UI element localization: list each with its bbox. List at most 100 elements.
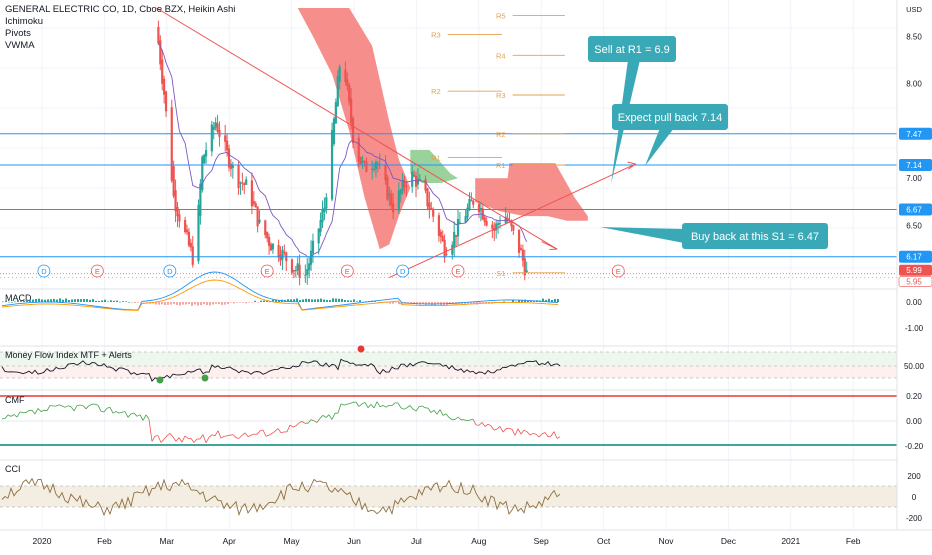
- pivot-label: R1: [496, 161, 506, 170]
- indicator-vwma[interactable]: VWMA: [5, 40, 235, 52]
- cmf-segment: [5, 415, 8, 419]
- macd-histogram-bar: [347, 300, 349, 302]
- macd-histogram-bar: [311, 299, 313, 302]
- cmf-segment: [470, 419, 473, 420]
- macd-histogram-bar: [353, 299, 355, 302]
- cmf-segment: [350, 402, 353, 403]
- cmf-segment: [119, 412, 122, 413]
- candle: [230, 164, 232, 169]
- pivot-label: R5: [496, 12, 506, 21]
- indicator-ichimoku[interactable]: Ichimoku: [5, 16, 235, 28]
- macd-histogram-bar: [116, 301, 118, 302]
- macd-histogram-bar: [188, 302, 190, 304]
- cmf-segment: [152, 436, 155, 441]
- cmf-segment: [134, 413, 137, 416]
- event-label: E: [95, 267, 100, 276]
- macd-histogram-bar: [323, 300, 325, 302]
- macd-histogram-bar: [554, 299, 556, 302]
- cmf-segment: [83, 406, 86, 409]
- candle: [205, 150, 207, 156]
- candle: [325, 197, 327, 208]
- cmf-segment: [185, 436, 188, 438]
- candle: [237, 165, 239, 188]
- cmf-segment: [98, 405, 101, 411]
- cmf-segment: [209, 435, 212, 438]
- cmf-segment: [458, 417, 461, 420]
- macd-histogram-bar: [317, 299, 319, 302]
- cmf-segment: [8, 415, 11, 417]
- candle: [318, 229, 320, 243]
- macd-signal-line: [2, 280, 558, 310]
- macd-histogram-bar: [29, 300, 31, 302]
- macd-histogram-bar: [194, 302, 196, 305]
- macd-histogram-bar: [320, 299, 322, 302]
- candle: [453, 232, 455, 247]
- cmf-segment: [368, 404, 371, 407]
- macd-histogram-bar: [326, 300, 328, 302]
- pane-axis-tick: -200: [906, 514, 923, 523]
- cmf-segment: [149, 419, 152, 441]
- candle: [211, 125, 213, 152]
- candle: [266, 232, 268, 238]
- cmf-segment: [485, 424, 488, 426]
- macd-histogram-bar: [89, 300, 91, 302]
- cmf-segment: [161, 439, 164, 442]
- cmf-segment: [278, 429, 281, 433]
- cmf-segment: [38, 408, 41, 411]
- indicator-pivots[interactable]: Pivots: [5, 28, 235, 40]
- candle: [255, 203, 257, 207]
- cmf-segment: [386, 405, 389, 407]
- pane-axis-tick: 0.00: [906, 417, 922, 426]
- cmf-segment: [194, 439, 197, 443]
- cmf-segment: [143, 415, 146, 421]
- macd-histogram-bar: [173, 302, 175, 304]
- cmf-segment: [551, 432, 554, 437]
- cmf-segment: [167, 433, 170, 435]
- candle: [495, 224, 497, 231]
- candle: [360, 157, 362, 164]
- event-label: E: [345, 267, 350, 276]
- cmf-segment: [521, 430, 524, 434]
- cmf-segment: [155, 436, 158, 437]
- cmf-segment: [320, 415, 323, 418]
- candle: [402, 180, 404, 191]
- cmf-segment: [26, 410, 29, 412]
- cmf-segment: [269, 433, 272, 435]
- pivot-label: R3: [496, 91, 506, 100]
- macd-histogram-bar: [182, 302, 184, 305]
- macd-histogram-bar: [200, 302, 202, 305]
- macd-histogram-bar: [344, 300, 346, 302]
- downtrend-arrow: [542, 242, 558, 250]
- macd-histogram-bar: [71, 299, 73, 302]
- pane-axis-tick: 0.20: [906, 392, 922, 401]
- candle: [293, 270, 295, 271]
- pivot-label: R2: [496, 130, 506, 139]
- pivot-label: R3: [431, 30, 441, 39]
- candle: [176, 207, 178, 216]
- macd-histogram-bar: [137, 302, 139, 303]
- cmf-segment: [77, 405, 80, 406]
- cmf-segment: [176, 438, 179, 442]
- macd-histogram-bar: [74, 299, 76, 302]
- macd-histogram-bar: [314, 299, 316, 302]
- cmf-segment: [533, 434, 536, 435]
- macd-histogram-bar: [251, 302, 253, 303]
- candle: [224, 135, 226, 141]
- candle: [337, 76, 339, 107]
- candle: [457, 219, 459, 237]
- candle: [526, 270, 528, 272]
- cmf-segment: [173, 437, 176, 442]
- cmf-segment: [47, 406, 50, 411]
- time-axis-label: Nov: [658, 536, 674, 546]
- cmf-segment: [545, 433, 548, 437]
- cmf-segment: [80, 405, 83, 406]
- candle: [365, 162, 367, 172]
- candle: [440, 232, 442, 237]
- macd-histogram-bar: [65, 298, 67, 302]
- cci-band: [0, 486, 897, 507]
- level-label: 6.17: [906, 253, 922, 262]
- macd-histogram-bar: [203, 302, 205, 304]
- cmf-segment: [557, 437, 560, 439]
